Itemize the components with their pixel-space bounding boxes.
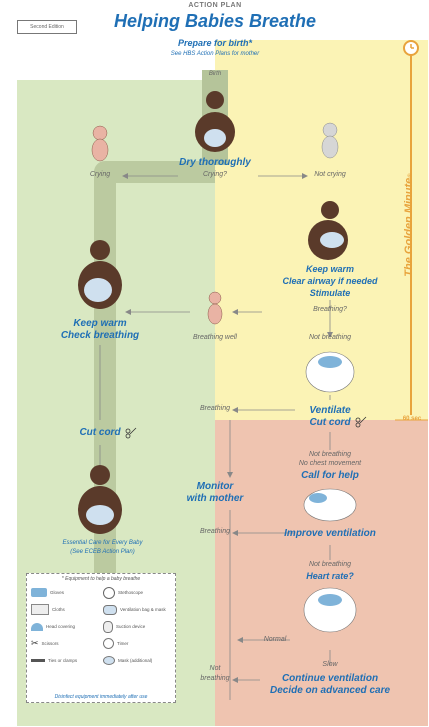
crying-question: Crying? <box>202 171 228 178</box>
dry-thoroughly: Dry thoroughly <box>179 157 251 168</box>
equipment-grid: Gloves Stethoscope Cloths Ventilation ba… <box>27 582 175 671</box>
page-title: Helping Babies Breathe <box>113 11 317 31</box>
mother-baby-illustration <box>195 91 235 152</box>
stethoscope-icon <box>103 586 115 599</box>
edition-label: Second Edition <box>30 24 64 30</box>
essential-care-label: Essential Care for Every Baby <box>62 540 143 546</box>
cut-cord-1: Cut cord <box>309 417 351 428</box>
heart-rate-question: Heart rate? <box>306 571 354 581</box>
scissors-icon: ✂ <box>31 638 39 648</box>
edition-box: Second Edition <box>17 20 77 34</box>
prepare-for-birth: Prepare for birth* <box>177 38 253 48</box>
breathing-well-label: Breathing well <box>193 334 237 341</box>
breathing-question: Breathing? <box>313 306 347 313</box>
equipment-item: ✂ Scissors <box>31 638 59 648</box>
not-breathing-3: Not breathing <box>308 561 352 568</box>
check-breathing: Check breathing <box>60 330 140 341</box>
golden-minute-text: The Golden Minute <box>403 177 415 277</box>
yellow-zone <box>215 40 395 420</box>
birth-label: Birth <box>208 71 222 77</box>
equipment-title: * Equipment to help a baby breathe <box>61 576 141 582</box>
suction-icon <box>103 620 113 633</box>
keep-warm-1: Keep warm <box>305 264 355 274</box>
pink-zone <box>215 420 395 726</box>
breathing-label-2: Breathing <box>200 528 230 535</box>
sixty-seconds-label: 60 sec <box>402 416 422 422</box>
clear-airway: Clear airway if needed <box>282 276 378 286</box>
equipment-box: * Equipment to help a baby breathe Glove… <box>26 573 176 703</box>
not-crying-label: Not crying <box>314 171 346 178</box>
golden-minute-mark: ® <box>408 173 414 178</box>
head-covering-icon <box>31 622 43 631</box>
keep-warm-illustration <box>78 240 122 309</box>
equipment-item: Mask (additional) <box>103 653 171 668</box>
call-for-help: Call for help <box>301 470 359 481</box>
improve-ventilation: Improve ventilation <box>284 528 376 539</box>
call-help-illustration <box>303 488 357 522</box>
equipment-item: Ties or clamps <box>31 653 99 668</box>
normal-label: Normal <box>263 636 287 643</box>
crying-label: Crying <box>89 171 111 178</box>
keep-warm-2: Keep warm <box>73 318 127 329</box>
monitor-line-1: Monitor <box>196 481 234 492</box>
ventilate-illustration <box>305 351 355 393</box>
equipment-item: Cloths <box>31 602 99 617</box>
not-crying-baby-illustration <box>321 122 339 159</box>
no-chest-movement: No chest movement <box>298 460 362 467</box>
not-breathing-2: Not breathing <box>308 451 352 458</box>
pink-strip <box>395 420 428 726</box>
stimulate-illustration <box>308 201 348 260</box>
crying-baby-illustration <box>91 125 109 162</box>
not-label: Not <box>209 665 221 672</box>
stimulate: Stimulate <box>309 288 351 298</box>
breathing-baby-illustration <box>207 291 223 325</box>
equipment-item: Suction device <box>103 619 171 634</box>
prepare-note: See HBS Action Plans for mother <box>170 51 260 57</box>
section-label: ACTION PLAN <box>188 2 242 9</box>
equipment-item: Ventilation bag & mask <box>103 602 171 617</box>
equipment-item: Stethoscope <box>103 585 171 600</box>
timer-icon <box>103 638 114 649</box>
continue-ventilation: Continue ventilation <box>281 673 379 684</box>
clamp-icon <box>31 659 45 662</box>
breathing-label-3: breathing <box>200 675 230 682</box>
ventilate: Ventilate <box>309 405 351 416</box>
equipment-item: Head covering <box>31 619 99 634</box>
slow-label: Slow <box>322 661 338 668</box>
bag-mask-icon <box>103 604 117 615</box>
equipment-footer: Disinfect equipment immediately after us… <box>54 694 148 700</box>
cut-cord-2: Cut cord <box>79 427 121 438</box>
golden-minute-label: The Golden Minute® <box>403 135 417 315</box>
equipment-item: Timer <box>103 636 171 651</box>
mask-icon <box>103 656 115 665</box>
monitor-line-2: with mother <box>186 493 244 504</box>
cloths-icon <box>31 604 49 615</box>
essential-care-note: (See ECEB Action Plan) <box>70 549 135 555</box>
scissors-icon <box>125 416 367 439</box>
decide-advanced-care: Decide on advanced care <box>269 685 391 696</box>
gloves-icon <box>31 588 47 597</box>
breathing-label-1: Breathing <box>200 405 230 412</box>
equipment-item: Gloves <box>31 585 99 600</box>
not-breathing-1: Not breathing <box>308 334 352 341</box>
heart-rate-illustration <box>303 587 357 633</box>
essential-care-illustration <box>78 465 122 534</box>
